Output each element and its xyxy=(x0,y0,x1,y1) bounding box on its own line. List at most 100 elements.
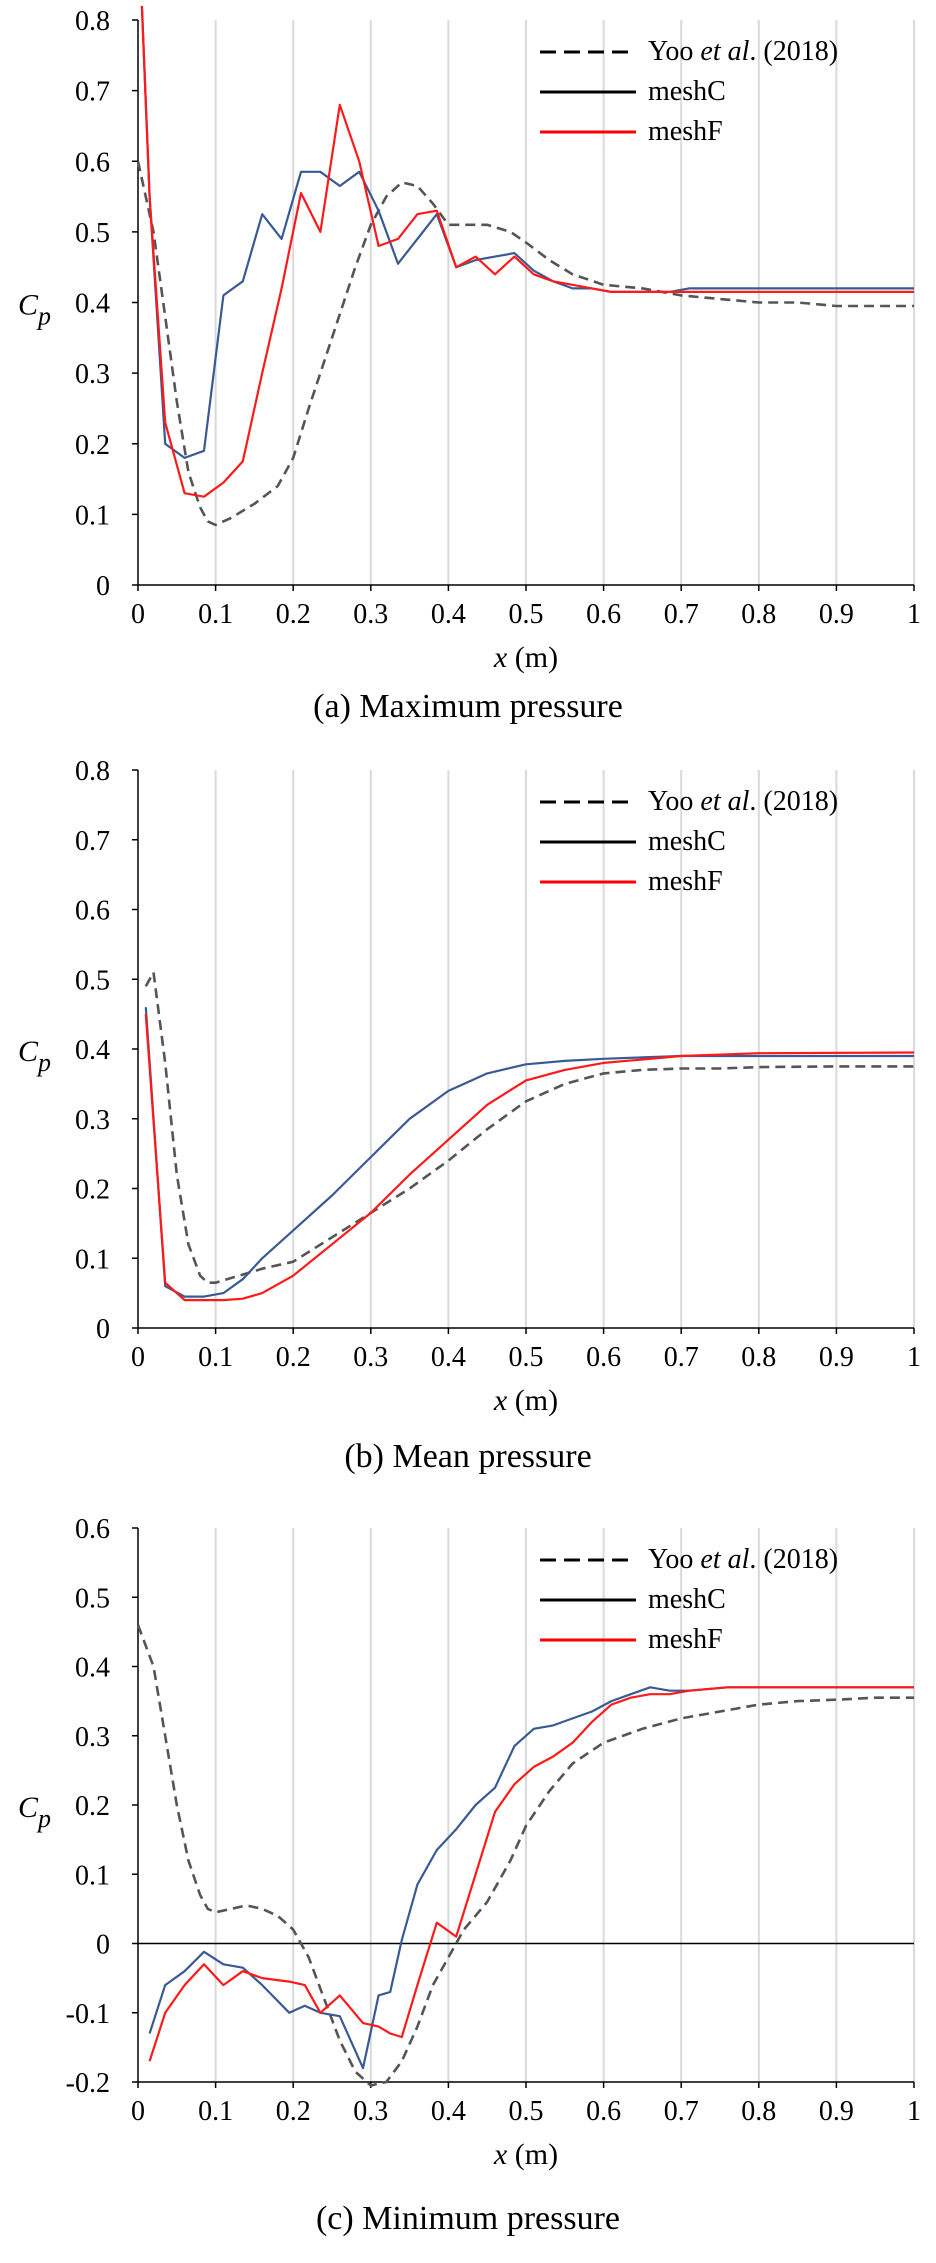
y-tick-label: 0.4 xyxy=(75,289,110,320)
x-axis-variable: x xyxy=(493,641,508,674)
y-tick-label: 0.6 xyxy=(75,1514,110,1545)
x-tick-label: 0.6 xyxy=(586,1342,621,1373)
x-axis-title: x (m) xyxy=(493,641,558,674)
series-line-0 xyxy=(144,971,914,1285)
series-line-2 xyxy=(140,5,914,498)
y-axis-symbol: C xyxy=(18,289,39,322)
y-axis-title: Cp xyxy=(18,289,51,331)
y-tick-label: 0.4 xyxy=(75,1653,110,1684)
x-tick-label: 0.7 xyxy=(664,1342,699,1373)
legend-label: Yoo et al. (2018) xyxy=(648,786,838,817)
grid-lines xyxy=(214,770,915,1328)
x-tick-label: 0.1 xyxy=(198,599,233,630)
legend-label: meshF xyxy=(648,116,723,147)
x-tick-label: 0.2 xyxy=(276,599,311,630)
x-tick-label: 0.4 xyxy=(431,1342,466,1373)
y-tick-label: 0.2 xyxy=(75,430,110,461)
x-tick-label: 0.9 xyxy=(819,599,854,630)
legend-label-prefix: meshC xyxy=(648,826,726,857)
y-axis-subscript: p xyxy=(36,302,51,331)
legend-label-prefix: meshF xyxy=(648,866,723,897)
y-tick-label: 0.8 xyxy=(75,6,110,37)
legend: Yoo et al. (2018) meshC meshF xyxy=(540,786,838,897)
legend-label: meshF xyxy=(648,1624,723,1655)
x-tick-label: 0 xyxy=(131,1342,145,1373)
x-axis-unit: (m) xyxy=(507,641,558,674)
x-tick-label: 0.8 xyxy=(741,599,776,630)
legend-label-suffix: . (2018) xyxy=(749,786,838,817)
series-line-2 xyxy=(144,1014,915,1302)
x-tick-label: 0.1 xyxy=(198,2096,233,2127)
y-axis-subscript: p xyxy=(36,1804,51,1833)
chart-svg: 0 0.1 0.2 0.3 0.4 0.5 0.6 0.7 0.8 0 0.1 0.2 0.3 0.4 0.… xyxy=(18,5,921,674)
x-axis-title: x (m) xyxy=(493,1384,558,1417)
legend-label-prefix: meshC xyxy=(648,1584,726,1615)
y-tick-label: 0.3 xyxy=(75,1722,110,1753)
y-tick-label: 0.2 xyxy=(75,1175,110,1206)
chart-caption: (c) Minimum pressure xyxy=(315,2200,621,2237)
x-tick-label: 0.5 xyxy=(509,2096,544,2127)
series-line-2 xyxy=(148,1686,914,2062)
y-tick-label: 0.7 xyxy=(75,826,110,857)
grid-lines xyxy=(214,20,915,585)
legend-label-prefix: Yoo xyxy=(648,786,700,817)
x-tick-label: 0 xyxy=(131,599,145,630)
series-line-0 xyxy=(136,1624,914,2087)
x-axis-variable: x xyxy=(493,1384,508,1417)
y-tick-label: 0.5 xyxy=(75,965,110,996)
y-tick-label: 0.8 xyxy=(75,756,110,787)
x-tick-label: 0.3 xyxy=(353,599,388,630)
x-tick-label: 0.6 xyxy=(586,2096,621,2127)
chart-panel-max: 0 0.1 0.2 0.3 0.4 0.5 0.6 0.7 0.8 0 0.1 0.2 0.3 0.4 0.… xyxy=(0,0,936,750)
chart-svg: -0.2 -0.1 0 0.1 0.2 0.3 0.4 0.5 0.6 0 0.1 0.2 0.3 0.4… xyxy=(18,1514,921,2171)
y-axis-title: Cp xyxy=(18,1791,51,1833)
y-tick-label: 0.7 xyxy=(75,77,110,108)
x-axis-unit: (m) xyxy=(507,1384,558,1417)
y-tick-label: 0.1 xyxy=(75,500,110,531)
legend-label: Yoo et al. (2018) xyxy=(648,36,838,67)
legend-label: meshC xyxy=(648,76,726,107)
x-tick-label: 0.2 xyxy=(276,1342,311,1373)
x-axis-variable: x xyxy=(493,2138,508,2171)
x-axis-unit: (m) xyxy=(507,2138,558,2171)
chart-caption: (a) Maximum pressure xyxy=(313,688,623,725)
x-tick-label: 0.9 xyxy=(819,2096,854,2127)
x-tick-label: 0.8 xyxy=(741,1342,776,1373)
y-tick-label: 0.1 xyxy=(75,1244,110,1275)
y-tick-label: 0.5 xyxy=(75,218,110,249)
x-tick-label: 1 xyxy=(907,1342,921,1373)
y-tick-label: 0.5 xyxy=(75,1583,110,1614)
chart-panel-min: -0.2 -0.1 0 0.1 0.2 0.3 0.4 0.5 0.6 0 0.1 0.2 0.3 0.4… xyxy=(0,1500,936,2263)
y-axis-title: Cp xyxy=(18,1035,51,1077)
x-tick-label: 0 xyxy=(131,2096,145,2127)
legend-label-prefix: Yoo xyxy=(648,1544,700,1575)
legend: Yoo et al. (2018) meshC meshF xyxy=(540,36,838,147)
x-axis-title: x (m) xyxy=(493,2138,558,2171)
legend-label: Yoo et al. (2018) xyxy=(648,1544,838,1575)
legend-label-suffix: . (2018) xyxy=(749,1544,838,1575)
legend-label-suffix: . (2018) xyxy=(749,36,838,67)
legend-label-italic: et al xyxy=(700,36,749,67)
x-tick-label: 1 xyxy=(907,599,921,630)
x-tick-label: 0.3 xyxy=(353,2096,388,2127)
x-tick-label: 0.5 xyxy=(509,599,544,630)
legend-label-italic: et al xyxy=(700,1544,749,1575)
grid-lines xyxy=(214,1528,915,2082)
chart-caption: (b) Mean pressure xyxy=(344,1438,592,1475)
x-tick-label: 1 xyxy=(907,2096,921,2127)
x-tick-label: 0.2 xyxy=(276,2096,311,2127)
legend-label-prefix: meshC xyxy=(648,76,726,107)
legend-label-prefix: Yoo xyxy=(648,36,700,67)
y-tick-label: 0 xyxy=(96,1930,110,1961)
chart-svg: 0 0.1 0.2 0.3 0.4 0.5 0.6 0.7 0.8 0 0.1 0.2 0.3 0.4 0.… xyxy=(18,756,921,1417)
y-tick-label: 0.4 xyxy=(75,1035,110,1066)
y-tick-label: 0 xyxy=(96,571,110,602)
x-tick-label: 0.3 xyxy=(353,1342,388,1373)
series-line-1 xyxy=(144,1007,914,1298)
y-tick-label: 0.3 xyxy=(75,1105,110,1136)
y-tick-label: 0.2 xyxy=(75,1791,110,1822)
x-tick-label: 0.7 xyxy=(664,599,699,630)
x-tick-label: 0.4 xyxy=(431,2096,466,2127)
y-tick-label: 0.3 xyxy=(75,359,110,390)
legend: Yoo et al. (2018) meshC meshF xyxy=(540,1544,838,1655)
